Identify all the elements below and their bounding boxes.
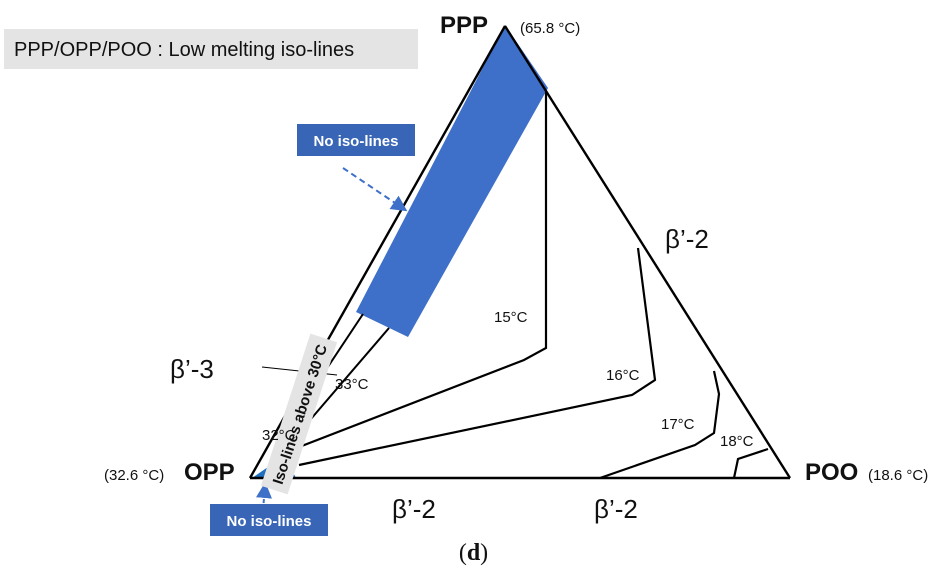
phase-bottom-right: β’-2 [594,494,638,524]
phase-right-edge: β’-2 [665,224,709,254]
isotherm-15 [280,92,548,456]
isotherm-33-label: 33°C [335,376,369,393]
title-box [4,29,418,69]
vertex-opp-temp: (32.6 °C) [104,467,164,484]
isotherm-18-label: 18°C [720,433,754,450]
isotherm-32-label: 32°C [262,427,296,444]
isotherm-16 [298,247,657,467]
vertex-opp-name: OPP [184,459,235,486]
vertex-poo-temp: (18.6 °C) [868,467,928,484]
no-iso-label-top: No iso-lines [313,133,398,150]
isotherm-16-label: 16°C [606,367,640,384]
edge-right [503,25,792,479]
vertex-ppp-temp: (65.8 °C) [520,20,580,37]
title-text: PPP/OPP/POO : Low melting iso-lines [14,39,354,61]
no-iso-label-top-box [297,124,415,156]
phase-left: β’-3 [170,354,214,384]
vertex-poo-name: POO [805,459,858,486]
arrow-top [342,167,408,212]
no-iso-label-bottom: No iso-lines [226,513,311,530]
isotherm-18 [732,447,769,479]
no-iso-region-top [356,25,548,337]
above-30-box [260,333,338,495]
no-iso-label-bottom-box [210,504,328,536]
phase-bottom-left: β’-2 [392,494,436,524]
vertex-ppp-name: PPP [440,12,488,39]
isotherm-15-label: 15°C [494,309,528,326]
figure-caption: (d) [458,540,489,566]
isotherm-17-label: 17°C [661,416,695,433]
isotherm-17 [599,370,721,480]
